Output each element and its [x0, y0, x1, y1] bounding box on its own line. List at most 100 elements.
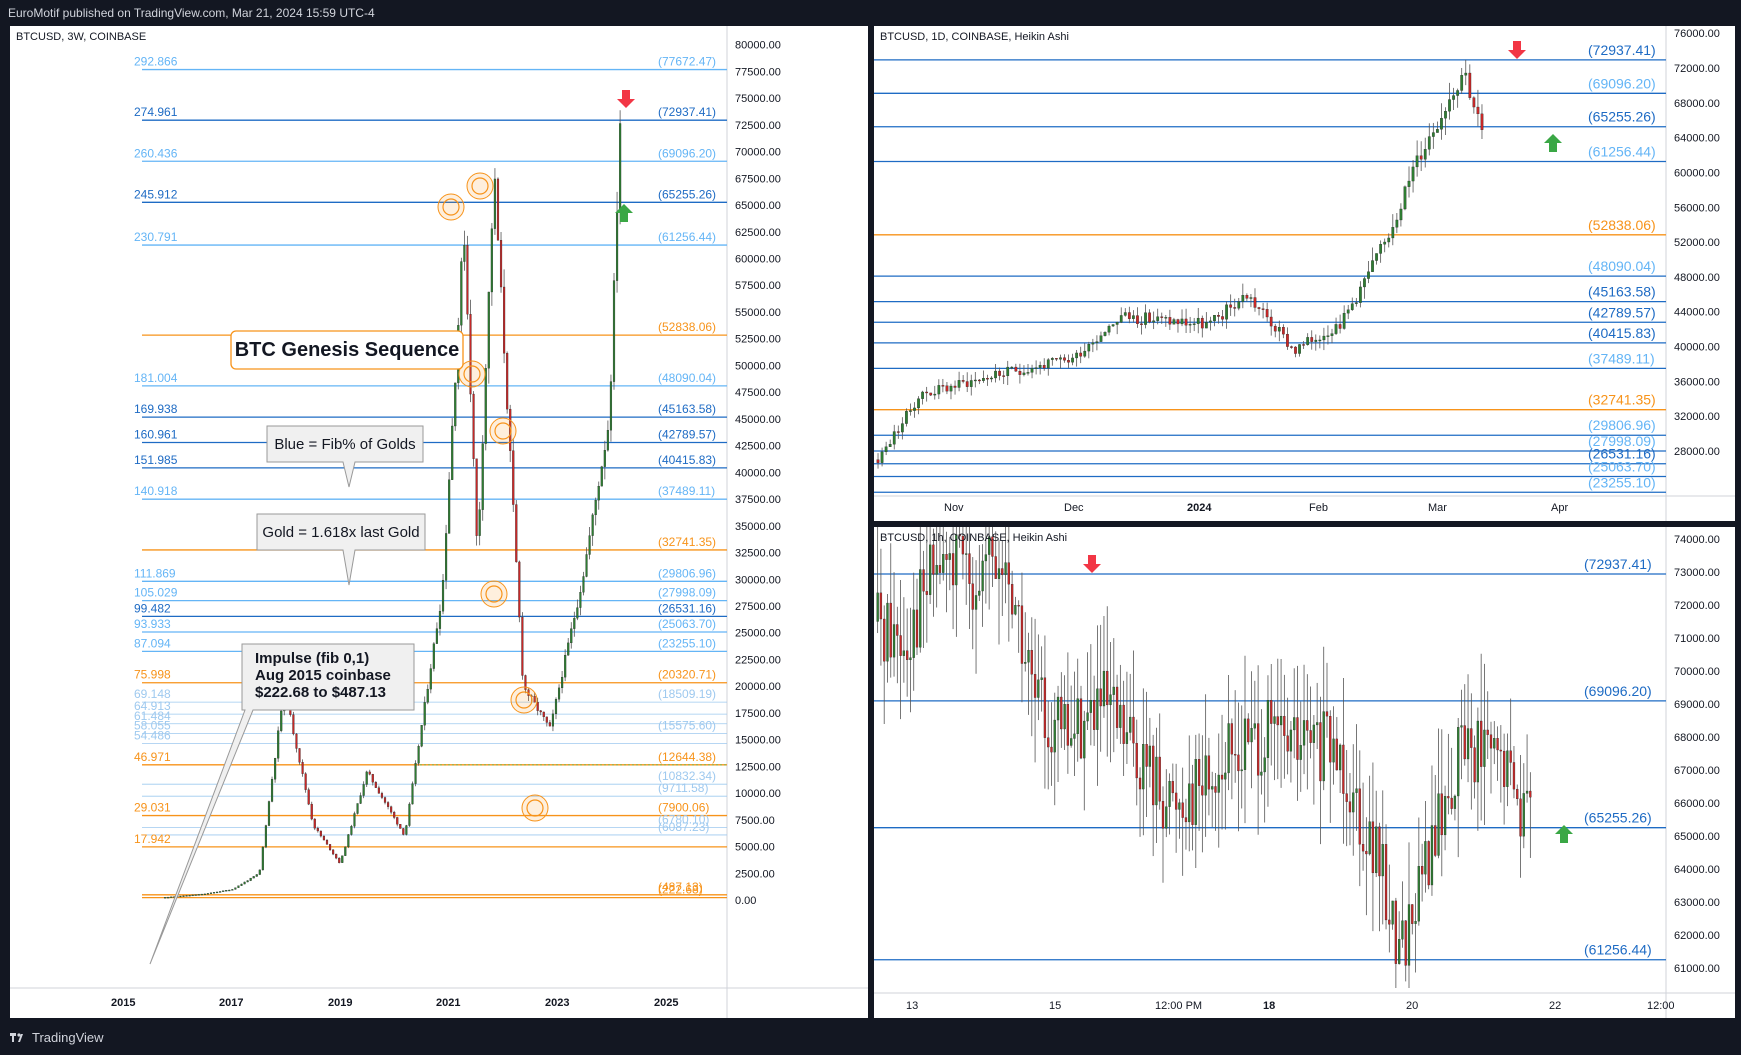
fib-price-label: (69096.20) [1588, 75, 1656, 91]
candle [1419, 155, 1423, 160]
candle [1241, 295, 1245, 302]
candle [399, 824, 402, 829]
y-tick-label: 55000.00 [735, 307, 781, 319]
y-tick-label: 68000.00 [1674, 98, 1720, 110]
candle [1516, 788, 1519, 800]
x-tick-label: Apr [1551, 502, 1568, 514]
candle [994, 556, 997, 579]
candle [493, 178, 496, 229]
candle [1319, 722, 1322, 782]
candle [609, 381, 613, 431]
candle [1171, 781, 1174, 794]
x-tick-label: Dec [1064, 502, 1084, 514]
candle [1047, 737, 1050, 748]
candle [1056, 696, 1060, 721]
candle [423, 702, 426, 726]
candle [1017, 604, 1020, 607]
x-tick-label: 2015 [111, 997, 135, 1009]
tradingview-brand[interactable]: TradingView [32, 1030, 104, 1045]
candle [164, 897, 167, 899]
candle [1401, 920, 1404, 940]
candle [928, 544, 932, 595]
candle [1250, 728, 1253, 743]
candle [249, 877, 252, 881]
candle [880, 451, 884, 463]
candle [1415, 155, 1419, 168]
y-tick-label: 47500.00 [735, 387, 781, 399]
y-tick-label: 30000.00 [735, 574, 781, 586]
candle [969, 380, 973, 387]
genesis-box [230, 330, 464, 370]
candle [280, 710, 283, 731]
candle [978, 590, 981, 596]
candle [1265, 309, 1269, 318]
candle [1322, 335, 1326, 341]
candle [1334, 324, 1338, 334]
candle [304, 773, 307, 790]
fib-ratio-label: 105.029 [134, 586, 178, 600]
candle [982, 378, 985, 381]
gold-note-label: Gold = 1.618x last Gold [262, 524, 419, 541]
candle [469, 314, 472, 395]
candle [1227, 723, 1230, 774]
fib-price-label: (65255.26) [1584, 810, 1652, 826]
candle [1427, 136, 1431, 150]
candle [1070, 738, 1073, 746]
candle [1178, 802, 1181, 810]
candle [1020, 605, 1024, 664]
candle [1493, 738, 1496, 749]
fib-price-label: (65255.26) [1588, 109, 1656, 125]
candle [1234, 754, 1237, 756]
candle [307, 789, 310, 805]
candle [1381, 844, 1384, 877]
fib-ratio-label: 99.482 [134, 601, 171, 615]
candle [1144, 312, 1147, 325]
candle [1371, 821, 1375, 874]
candle [441, 580, 445, 612]
candle [1529, 790, 1532, 798]
candle [1434, 825, 1437, 856]
chart-3w-title: BTCUSD, 3W, COINBASE [16, 31, 147, 43]
candle [1496, 738, 1499, 751]
chart-1h-panel[interactable]: 74000.00 73000.00 72000.00 71000.00 70000.00… [874, 527, 1735, 1018]
candle [1466, 728, 1470, 760]
chart-1h-canvas: 74000.00 73000.00 72000.00 71000.00 70000.00… [874, 527, 1735, 1018]
fib-price-label: (72937.41) [1588, 42, 1656, 58]
y-tick-label: 75000.00 [735, 93, 781, 105]
candle [965, 381, 969, 387]
y-tick-label: 77500.00 [735, 66, 781, 78]
candle [1330, 333, 1334, 336]
candle [1026, 372, 1030, 374]
candle [892, 431, 896, 445]
candle [255, 874, 258, 877]
green-up-arrow-icon [1544, 134, 1562, 152]
chart-1d-panel[interactable]: 76000.00 72000.00 68000.00 64000.00 60000.00… [874, 26, 1735, 521]
candle [1066, 704, 1070, 746]
candle [1022, 372, 1026, 375]
candle [1055, 358, 1058, 360]
candle [1063, 357, 1066, 361]
fib-price-label: (25063.70) [658, 617, 716, 631]
candle [942, 554, 945, 573]
candle [906, 650, 909, 661]
candle [925, 391, 929, 394]
x-tick-label: Mar [1428, 502, 1447, 514]
candle [353, 813, 356, 827]
candle [1033, 674, 1037, 698]
chart-3w-panel[interactable]: 80000.00 77500.00 75000.00 72500.00 70000.00… [10, 26, 868, 1018]
candle [876, 592, 879, 622]
fib-ratio-label: 61.484 [134, 709, 171, 723]
candle [582, 576, 585, 593]
candle [1502, 750, 1506, 787]
y-tick-label: 80000.00 [735, 40, 781, 52]
highlight-circle [510, 686, 538, 714]
candle [1296, 717, 1299, 760]
candle [420, 725, 423, 747]
fib-price-label: (37489.11) [1588, 350, 1655, 366]
candle [1129, 716, 1132, 733]
fib-ratio-label: 111.869 [134, 566, 176, 580]
candle [524, 675, 527, 690]
candle [332, 849, 335, 855]
candle [191, 894, 194, 897]
fib-ratio-label: 260.436 [134, 146, 178, 160]
